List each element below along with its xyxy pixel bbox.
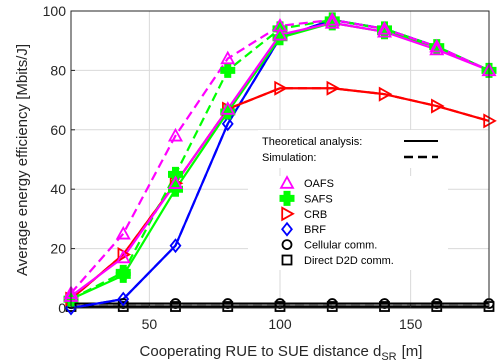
data-point-safs [272,30,288,46]
legend-label-brf: BRF [304,224,326,236]
series-legend-box [248,176,448,270]
data-point-oafs-sim [376,20,393,35]
legend-label-direct-d2d-comm: Direct D2D comm. [304,255,394,267]
x-tick-label: 100 [268,316,292,332]
y-tick-label: 60 [50,122,66,138]
y-axis-label: Average energy efficiency [Mbits/J] [14,44,31,276]
data-point-oafs [220,101,236,115]
x-axis-label-main: Cooperating RUE to SUE distance d [140,343,382,360]
data-point-brf [221,116,234,132]
legend-marker-oafs [279,175,295,189]
data-point-crb [431,98,445,114]
data-point-safs [168,181,183,197]
y-tick-label: 80 [50,62,66,78]
data-point-safs-sim [115,264,131,280]
data-point-crb [378,86,393,102]
line-style-legend-box [258,130,450,168]
data-point-direct-d2d-comm [326,301,338,312]
legend-marker-crb [281,206,295,222]
data-point-crb [274,80,288,96]
legend-marker-safs [279,190,295,206]
legend-label-safs: SAFS [304,193,333,205]
series-markers [63,12,497,316]
data-point-safs-sim [220,62,236,78]
line-style-legend-theory-label: Theoretical analysis: [262,136,362,148]
data-point-brf [169,238,182,254]
legend-marker-brf [281,221,293,237]
x-tick-label: 150 [399,316,423,332]
data-point-safs [220,104,236,120]
legend-marker-direct-d2d-comm [281,254,293,266]
data-point-oafs-sim [115,225,131,240]
series-line-oafs-simulation [70,18,490,294]
x-axis-label-subscript: SR [381,351,396,363]
legend-marker-cellular-comm [281,239,293,251]
data-point-oafs-sim [429,38,445,53]
legend-label-crb: CRB [304,209,327,221]
data-point-safs-sim [324,12,340,28]
data-point-crb [483,113,497,129]
legend-label-oafs: OAFS [304,178,334,190]
line-style-legend-sim-label: Simulation: [262,152,316,164]
data-point-direct-d2d-comm [379,301,390,312]
y-tick-label: 100 [43,3,67,19]
data-point-safs-sim [377,21,392,37]
data-point-direct-d2d-comm [222,301,234,312]
data-point-safs [429,39,445,55]
data-point-oafs [167,175,184,189]
data-point-direct-d2d-comm [117,301,129,312]
data-point-safs-sim [168,166,183,182]
data-point-direct-d2d-comm [274,301,286,312]
data-point-direct-d2d-comm [170,301,181,312]
axis-ticks: 50 100 150 0 20 40 60 80 100 [43,3,423,332]
data-point-oafs-sim [220,50,236,65]
data-point-oafs-sim [324,12,340,26]
x-tick-label: 50 [142,316,158,332]
y-tick-label: 40 [50,181,66,197]
x-axis-label-unit: [m] [402,343,423,360]
data-point-direct-d2d-comm [431,301,443,312]
data-point-oafs-sim [272,17,288,32]
y-tick-label: 0 [58,300,66,316]
legend-label-cellular-comm: Cellular comm. [304,240,377,252]
series-legend: OAFS SAFS CRB BRF Cellular comm. Direct D2D c… [248,175,448,270]
x-axis-label: Cooperating RUE to SUE distance dSR [m] [140,343,423,363]
data-point-brf [117,291,130,307]
series-line-crb-theory [70,87,490,300]
y-tick-label: 20 [50,241,66,257]
data-point-oafs [272,26,288,41]
data-point-oafs [324,15,340,29]
line-style-legend: Theoretical analysis: Simulation: [258,130,450,168]
data-point-crb [326,80,341,96]
data-point-oafs [429,41,445,56]
data-point-oafs [115,249,131,264]
data-point-oafs [376,23,393,38]
data-point-oafs-sim [167,127,184,142]
